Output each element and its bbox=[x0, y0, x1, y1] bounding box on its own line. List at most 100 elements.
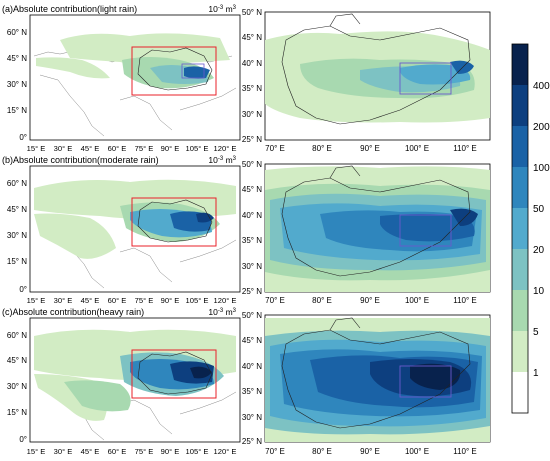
lat-label: 50° N bbox=[242, 160, 262, 169]
lat-label: 25° N bbox=[242, 287, 262, 296]
region-box bbox=[131, 197, 217, 247]
colorbar-label: 10 bbox=[533, 286, 545, 297]
lon-label: 120° E bbox=[214, 447, 237, 456]
colorbar-segment bbox=[512, 167, 528, 208]
left-map: 60° N 45° N 30° N 15° N 0° 15° E 30° E 4… bbox=[7, 317, 241, 456]
colorbar-segment bbox=[512, 249, 528, 290]
panel-unit: 10-3 m3 bbox=[208, 4, 236, 14]
precip-field bbox=[400, 64, 471, 85]
region-box bbox=[131, 349, 217, 399]
lon-label: 60° E bbox=[108, 296, 127, 305]
right-map: 50° N 45° N 40° N 35° N 30° N 25° N 70° … bbox=[242, 8, 491, 153]
lat-label: 40° N bbox=[242, 362, 262, 371]
colorbar-label: 20 bbox=[533, 245, 545, 256]
lon-labels: 15° E 30° E 45° E 60° E 75° E 90° E 105°… bbox=[27, 447, 237, 456]
lat-labels: 50° N 45° N 40° N 35° N 30° N 25° N bbox=[242, 311, 262, 446]
lat-label: 60° N bbox=[7, 331, 27, 340]
lat-label: 30° N bbox=[7, 80, 27, 89]
colorbar-segment bbox=[512, 126, 528, 167]
lon-label: 100° E bbox=[405, 447, 429, 456]
lon-label: 120° E bbox=[214, 144, 237, 153]
lat-label: 40° N bbox=[242, 59, 262, 68]
lon-label: 100° E bbox=[405, 296, 429, 305]
lat-label: 30° N bbox=[242, 413, 262, 422]
colorbar-segment bbox=[512, 290, 528, 331]
colorbar-segment bbox=[512, 85, 528, 126]
focus-box bbox=[399, 62, 452, 95]
focus-box bbox=[181, 63, 205, 79]
lon-label: 110° E bbox=[453, 447, 477, 456]
lat-label: 45° N bbox=[7, 54, 27, 63]
lon-label: 75° E bbox=[135, 447, 154, 456]
precip-field bbox=[410, 363, 461, 390]
colorbar-label: 400 bbox=[533, 81, 550, 92]
lon-label: 30° E bbox=[54, 296, 73, 305]
colorbar-label: 200 bbox=[533, 122, 550, 133]
precip-field bbox=[184, 66, 210, 79]
country-border bbox=[281, 177, 471, 277]
lon-label: 105° E bbox=[186, 144, 209, 153]
focus-box bbox=[399, 214, 452, 247]
precip-field bbox=[36, 57, 110, 79]
lon-label: 100° E bbox=[405, 144, 429, 153]
lat-labels: 50° N 45° N 40° N 35° N 30° N 25° N bbox=[242, 8, 262, 144]
colorbar-frame bbox=[511, 43, 529, 414]
lon-label: 80° E bbox=[312, 447, 332, 456]
lon-label: 75° E bbox=[135, 144, 154, 153]
country-border bbox=[137, 351, 213, 395]
lon-label: 45° E bbox=[81, 296, 100, 305]
lon-label: 45° E bbox=[81, 144, 100, 153]
country-border bbox=[137, 47, 213, 91]
colorbar: 400 200 100 50 20 10 5 1 bbox=[511, 43, 550, 414]
lat-label: 45° N bbox=[242, 185, 262, 194]
precip-field bbox=[34, 213, 116, 259]
lon-label: 30° E bbox=[54, 144, 73, 153]
lon-label: 120° E bbox=[214, 296, 237, 305]
lat-label: 45° N bbox=[7, 356, 27, 365]
lon-label: 70° E bbox=[265, 447, 285, 456]
right-map: 50° N 45° N 40° N 35° N 30° N 25° N 70° … bbox=[242, 160, 491, 305]
lon-label: 90° E bbox=[360, 296, 380, 305]
lon-label: 80° E bbox=[312, 144, 332, 153]
precip-field bbox=[60, 33, 230, 65]
colorbar-labels: 400 200 100 50 20 10 5 1 bbox=[533, 81, 550, 379]
lon-label: 90° E bbox=[161, 144, 180, 153]
lon-label: 70° E bbox=[265, 296, 285, 305]
lat-label: 0° bbox=[19, 285, 27, 294]
lon-label: 45° E bbox=[81, 447, 100, 456]
lon-labels: 70° E 80° E 90° E 100° E 110° E bbox=[265, 144, 477, 153]
precip-field bbox=[450, 60, 474, 74]
lon-label: 15° E bbox=[27, 296, 46, 305]
country-border bbox=[281, 329, 471, 429]
panel-unit: 10-3 m3 bbox=[208, 307, 236, 317]
panel-title: (c)Absolute contribution(heavy rain) bbox=[2, 307, 144, 317]
lon-labels: 15° E 30° E 45° E 60° E 75° E 90° E 105°… bbox=[27, 144, 237, 153]
lon-label: 15° E bbox=[27, 144, 46, 153]
lat-labels: 50° N 45° N 40° N 35° N 30° N 25° N bbox=[242, 160, 262, 296]
lat-label: 60° N bbox=[7, 28, 27, 37]
colorbar-label: 100 bbox=[533, 163, 550, 174]
lat-label: 50° N bbox=[242, 311, 262, 320]
country-border bbox=[329, 165, 361, 179]
lon-label: 110° E bbox=[453, 144, 477, 153]
lat-label: 25° N bbox=[242, 437, 262, 446]
lon-label: 60° E bbox=[108, 447, 127, 456]
lat-label: 30° N bbox=[7, 382, 27, 391]
colorbar-label: 1 bbox=[533, 368, 539, 379]
lon-label: 105° E bbox=[186, 447, 209, 456]
lat-label: 15° N bbox=[7, 257, 27, 266]
lon-labels: 15° E 30° E 45° E 60° E 75° E 90° E 105°… bbox=[27, 296, 237, 305]
lat-label: 15° N bbox=[7, 106, 27, 115]
precip-field bbox=[64, 380, 131, 412]
colorbar-label: 5 bbox=[533, 327, 539, 338]
lat-label: 45° N bbox=[242, 336, 262, 345]
lat-label: 30° N bbox=[242, 262, 262, 271]
lon-label: 90° E bbox=[161, 447, 180, 456]
colorbar-label: 50 bbox=[533, 204, 545, 215]
region-box bbox=[131, 46, 217, 96]
panel-a: (a)Absolute contribution(light rain) 10-… bbox=[2, 4, 491, 153]
lon-label: 90° E bbox=[360, 144, 380, 153]
panel-unit: 10-3 m3 bbox=[208, 155, 236, 165]
lon-label: 75° E bbox=[135, 296, 154, 305]
